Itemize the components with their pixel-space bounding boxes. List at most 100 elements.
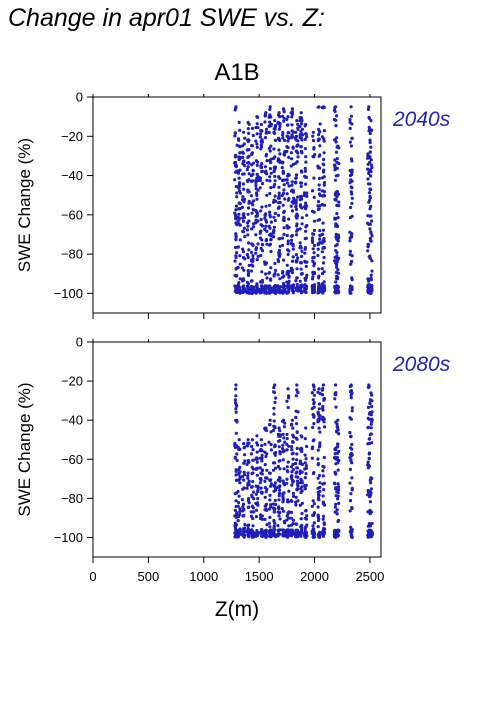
data-point — [335, 254, 339, 258]
data-point — [269, 238, 273, 242]
data-point — [311, 291, 315, 295]
data-point — [251, 458, 255, 462]
data-point — [235, 452, 239, 456]
plot-frame — [92, 96, 382, 314]
data-point — [285, 437, 289, 441]
data-point — [349, 190, 353, 194]
data-point — [247, 172, 251, 176]
data-point — [234, 238, 238, 242]
data-point — [282, 425, 286, 429]
data-point — [247, 499, 251, 503]
data-point — [370, 405, 374, 409]
data-point — [260, 270, 264, 274]
data-point — [233, 178, 237, 182]
data-point — [260, 242, 264, 247]
data-point — [335, 456, 339, 460]
data-point — [332, 163, 337, 167]
data-point — [316, 166, 321, 170]
data-point — [316, 390, 320, 394]
data-point — [282, 258, 286, 262]
data-point — [260, 491, 264, 495]
data-point — [291, 146, 295, 150]
data-point — [260, 182, 265, 186]
data-point — [349, 396, 353, 400]
data-point — [246, 474, 250, 478]
data-point — [321, 386, 325, 391]
data-point — [317, 187, 321, 192]
data-point — [269, 266, 273, 270]
data-point — [368, 222, 372, 226]
data-point — [312, 232, 316, 236]
data-point — [254, 508, 259, 512]
data-point — [300, 122, 304, 126]
data-point — [281, 447, 285, 451]
data-point — [317, 473, 321, 478]
data-point — [336, 468, 340, 472]
data-point — [268, 149, 272, 153]
data-point — [258, 481, 262, 485]
data-point — [335, 166, 339, 170]
data-point — [305, 223, 309, 228]
data-point — [281, 160, 285, 164]
data-point — [282, 210, 286, 215]
data-point — [236, 518, 240, 523]
data-point — [259, 486, 263, 490]
data-point — [366, 460, 370, 464]
data-point — [234, 468, 238, 472]
data-point — [273, 218, 277, 223]
data-point — [350, 201, 354, 205]
data-point — [273, 284, 277, 288]
data-point — [273, 138, 278, 142]
data-point — [294, 181, 298, 185]
data-point — [348, 118, 352, 122]
data-point — [294, 409, 298, 413]
data-point — [243, 459, 247, 463]
data-point — [252, 199, 256, 203]
data-point — [317, 517, 321, 521]
data-point — [269, 443, 273, 447]
data-point — [255, 193, 259, 197]
data-point — [277, 201, 281, 205]
data-point — [241, 250, 246, 254]
data-point — [317, 267, 321, 271]
data-point — [272, 198, 276, 202]
data-point — [264, 261, 269, 265]
data-point — [249, 279, 253, 283]
data-point — [271, 428, 276, 432]
x-tick-label: 1000 — [189, 569, 218, 584]
data-point — [312, 521, 316, 525]
data-point — [246, 438, 250, 442]
data-point — [366, 177, 370, 181]
y-tick-label: −100 — [54, 530, 83, 545]
data-point — [259, 253, 263, 258]
data-point — [254, 248, 258, 252]
data-point — [348, 249, 352, 253]
data-point — [290, 123, 294, 127]
data-point — [304, 284, 309, 288]
data-point — [337, 161, 341, 166]
data-point — [349, 286, 353, 290]
data-point — [299, 517, 303, 521]
data-point — [276, 159, 280, 163]
data-point — [310, 391, 314, 395]
data-point — [336, 490, 340, 495]
data-point — [285, 263, 289, 267]
data-point — [277, 175, 281, 179]
data-point — [335, 243, 339, 247]
data-point — [321, 246, 325, 250]
data-point — [290, 418, 294, 422]
data-point — [349, 434, 353, 438]
data-point — [263, 450, 267, 454]
data-point — [254, 218, 258, 222]
data-point — [332, 117, 337, 122]
data-point — [348, 230, 352, 234]
data-point — [289, 234, 294, 238]
data-point — [277, 111, 281, 115]
data-point — [286, 172, 290, 176]
data-point — [290, 445, 294, 449]
data-point — [234, 478, 239, 482]
data-point — [294, 461, 298, 466]
data-point — [247, 131, 251, 135]
data-point — [303, 525, 308, 529]
data-point — [322, 190, 327, 194]
